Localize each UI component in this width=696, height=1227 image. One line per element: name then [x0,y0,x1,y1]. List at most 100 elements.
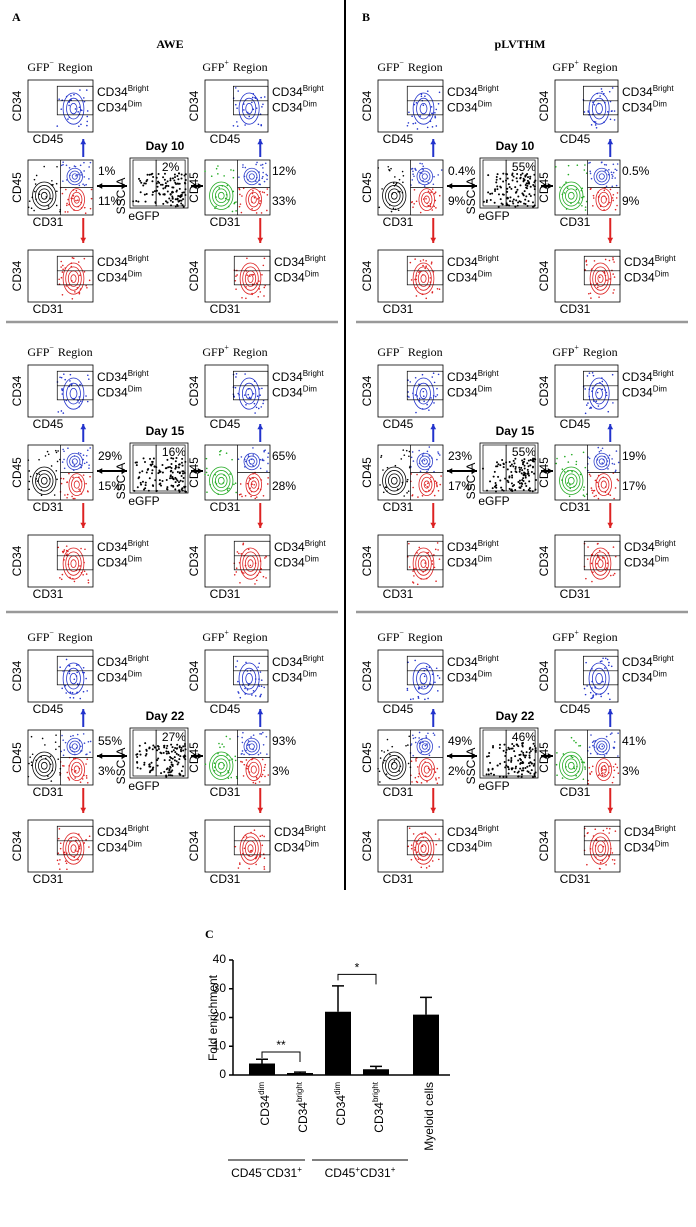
event-dot [575,774,577,777]
event-dot [564,455,566,458]
event-dot [41,737,44,740]
event-dot [504,754,507,757]
event-dot [588,746,591,748]
event-dot [73,165,76,167]
event-dot [421,845,424,848]
event-dot [267,456,269,459]
event-dot [85,284,87,287]
contour [40,761,48,770]
event-dot [593,103,596,106]
event-dot [517,201,520,204]
contour [65,836,82,861]
event-dot [584,268,586,271]
arrow-head [541,183,547,189]
event-dot [71,495,73,498]
percentage: 2% [162,160,180,174]
event-dot [563,192,566,194]
event-dot [531,775,534,778]
gate-label: CD34Dim [624,554,669,570]
event-dot [242,731,244,734]
event-dot [609,733,612,735]
event-dot [612,257,614,259]
event-dot [261,177,264,180]
event-dot [243,753,245,756]
superscript: Bright [653,369,675,378]
event-dot [612,273,614,275]
day-label: Day 15 [496,424,535,438]
event-dot [159,751,162,754]
axis-label: CD31 [383,302,414,316]
event-dot [502,462,505,465]
event-dot [435,778,437,781]
contour [70,274,77,283]
event-dot [514,467,517,470]
contour [73,195,80,204]
event-dot [179,196,182,199]
plot-frame [554,364,619,418]
event-dot [164,186,167,189]
event-dot [501,459,504,462]
event-dot [512,459,515,462]
event-dot [62,551,64,554]
arrow-head [257,807,264,813]
event-dot [431,860,434,862]
event-dot [258,202,261,205]
event-dot [414,659,416,662]
event-dot [420,95,423,98]
contour [250,195,257,204]
event-dot [138,476,141,479]
region-header: GFP+ Region [552,58,617,73]
text-span: CD45 [231,1166,262,1180]
event-dot [178,187,181,190]
text-span: CD34 [272,386,303,400]
event-dot [614,830,617,832]
text-span: Region [408,60,443,74]
event-dot [526,468,529,471]
event-dot [431,112,433,115]
event-dot [172,457,175,460]
event-dot [252,392,255,395]
contour [382,181,407,210]
event-dot [232,190,235,193]
event-dot [381,750,383,752]
event-dot [588,473,591,476]
event-dot [182,205,185,208]
event-dot [239,483,242,485]
event-dot [613,289,615,291]
event-dot [262,175,264,178]
event-dot [595,494,597,497]
x-tick-label: CD34bright [295,1081,311,1132]
event-dot [402,181,404,184]
event-dot [58,863,60,865]
event-dot [413,175,415,178]
contour [385,185,404,207]
event-dot [408,566,411,568]
event-dot [241,750,244,752]
event-dot [163,172,166,175]
event-dot [265,173,267,176]
event-dot [438,558,441,560]
event-dot [85,482,87,485]
event-dot [174,747,177,750]
event-dot [611,185,614,188]
event-dot [410,743,413,745]
event-dot [512,202,515,205]
event-dot [161,471,164,474]
event-dot [528,747,531,750]
event-dot [583,761,585,763]
event-dot [178,483,181,486]
event-dot [417,697,420,699]
event-dot [259,458,262,461]
contour [62,92,85,125]
gate-label: CD34Dim [274,839,319,855]
contour [243,167,261,186]
event-dot [176,174,179,177]
event-dot [260,406,263,408]
event-dot [524,756,527,759]
event-dot [508,748,511,751]
arrow-head [80,709,87,715]
axis-label: CD45 [360,457,374,488]
event-dot [492,475,495,478]
contour [73,765,80,774]
event-dot [267,452,270,455]
